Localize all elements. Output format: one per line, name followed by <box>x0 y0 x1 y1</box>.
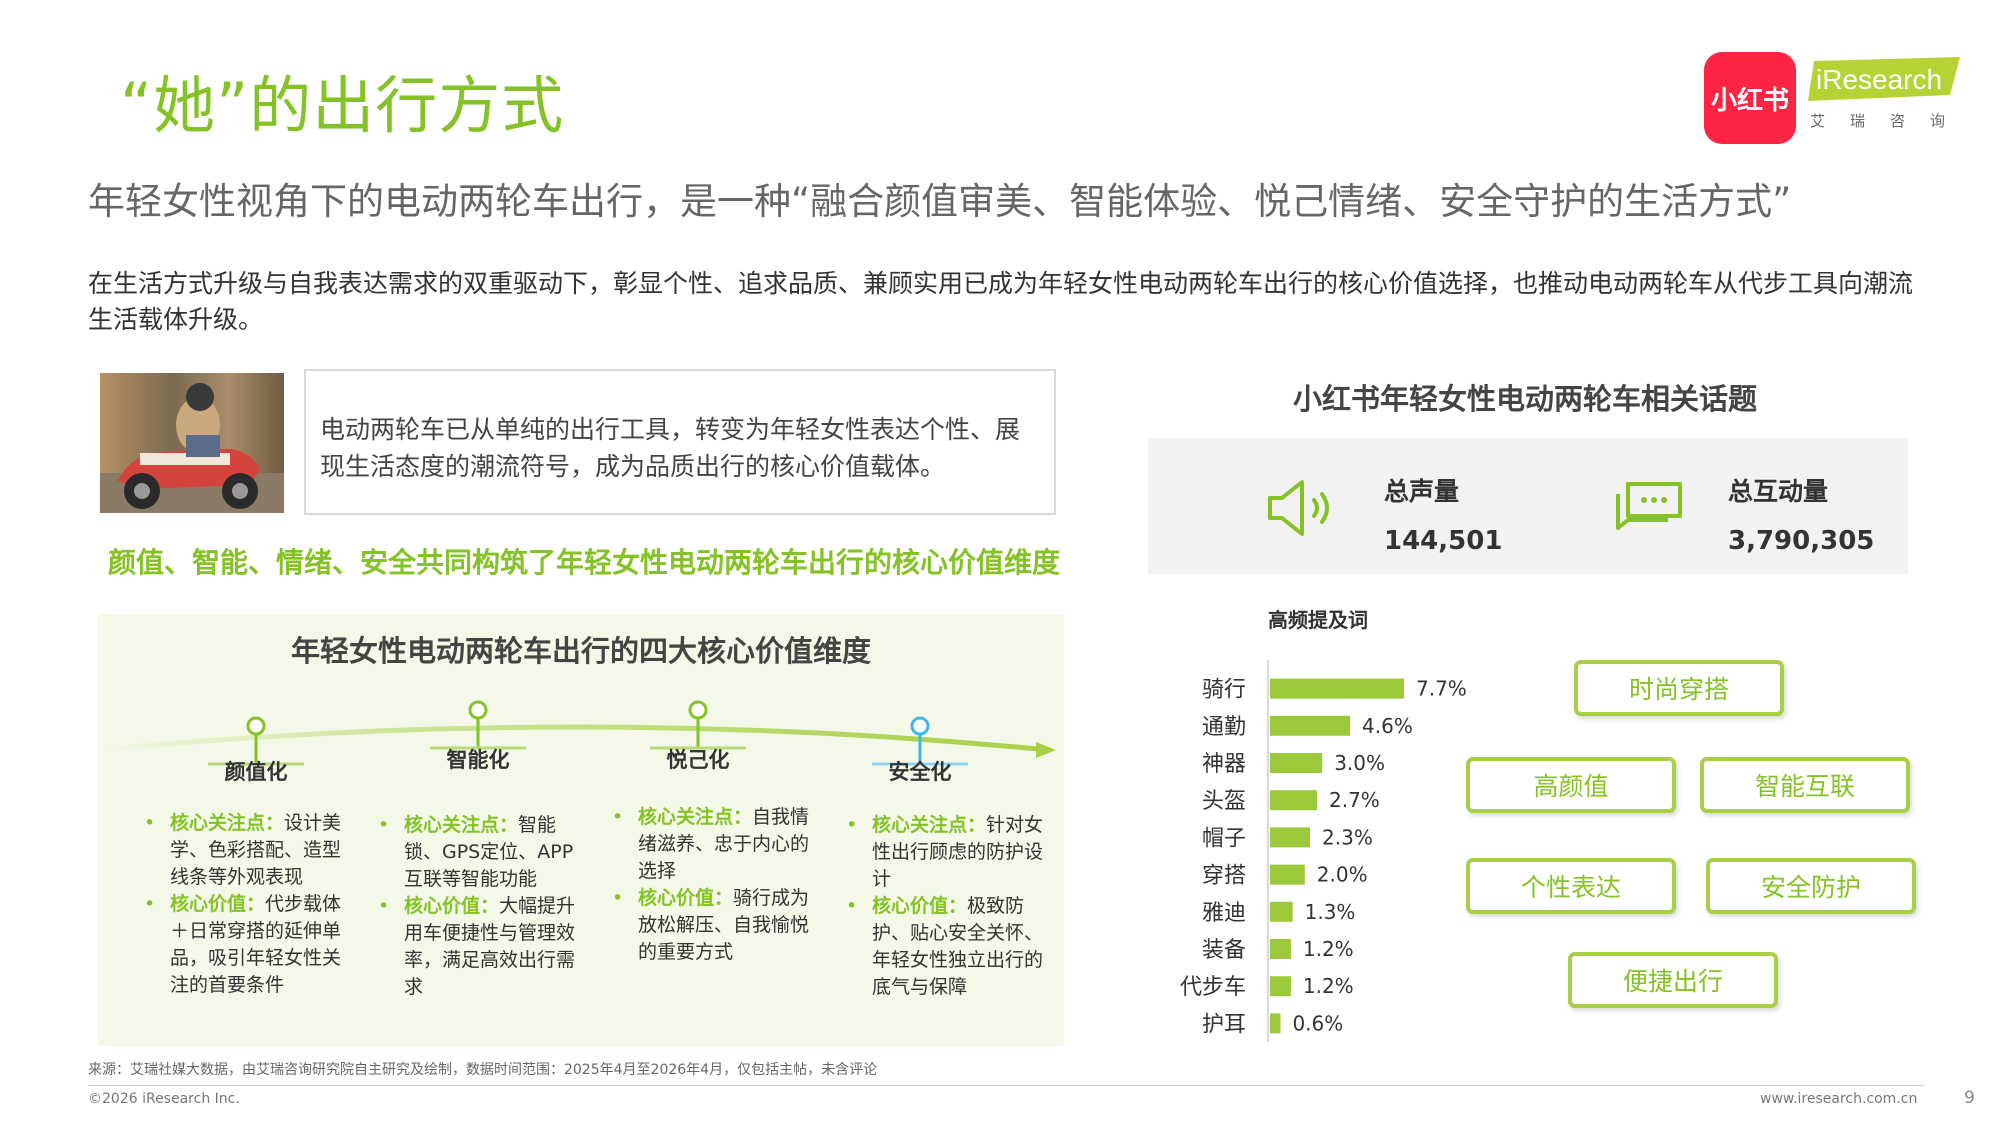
marker-1 <box>208 716 304 766</box>
bar-category-label: 神器 <box>1202 752 1246 777</box>
keywords-title: 高频提及词 <box>1268 608 1368 632</box>
bar-category-label: 通勤 <box>1202 715 1246 740</box>
bar-value-label: 1.2% <box>1303 937 1354 961</box>
dimension-label-2: 智能化 <box>446 748 510 772</box>
speaker-icon <box>1268 480 1329 536</box>
dimensions-panel-title: 年轻女性电动两轮车出行的四大核心价值维度 <box>290 634 871 668</box>
bar <box>1270 1013 1281 1034</box>
tag-convenience: 便捷出行 <box>1568 952 1778 1008</box>
marker-3 <box>650 700 746 750</box>
stat-value-interaction: 3,790,305 <box>1728 526 1875 556</box>
scooter-photo <box>100 373 284 513</box>
intro-paragraph: 在生活方式升级与自我表达需求的双重驱动下，彰显个性、追求品质、兼顾实用已成为年轻… <box>88 269 1914 334</box>
bar <box>1270 939 1291 959</box>
bar-value-label: 2.3% <box>1322 825 1373 849</box>
bar-value-label: 3.0% <box>1334 751 1385 775</box>
tag-smart-connect: 智能互联 <box>1700 757 1910 813</box>
dimensions-panel: 年轻女性电动两轮车出行的四大核心价值维度 <box>98 614 1064 1046</box>
bar-value-label: 7.7% <box>1416 677 1467 701</box>
dimension-text-2: 核心关注点：智能锁、GPS定位、APP互联等智能功能 核心价值：大幅提升用车便捷… <box>376 812 586 1001</box>
dimension-label-4: 安全化 <box>888 760 952 784</box>
keyword-bar-chart-svg: 骑行 7.7% 通勤 4.6% 神器 3.0% 头盔 2.7% 帽子 2.3% 穿搭 2.0% 雅迪 1.… <box>1180 660 1467 1042</box>
bar-category-label: 穿搭 <box>1202 864 1246 889</box>
bar <box>1270 790 1317 811</box>
bar-category-label: 雅迪 <box>1202 901 1246 926</box>
bar-value-label: 1.2% <box>1303 974 1354 998</box>
iresearch-logo: iResearch <box>1808 57 1960 101</box>
xiaohongshu-logo: 小红书 <box>1704 52 1796 144</box>
chat-icon <box>1616 482 1682 530</box>
bar <box>1270 827 1311 848</box>
bar-value-label: 0.6% <box>1292 1011 1343 1035</box>
tag-safety: 安全防护 <box>1706 858 1916 914</box>
dimension-text-3: 核心关注点：自我情绪滋养、忠于内心的选择 核心价值：骑行成为放松解压、自我愉悦的… <box>610 804 820 966</box>
stat-value-volume: 144,501 <box>1384 526 1503 556</box>
stats-box: 总声量 144,501 总互动量 3,790,305 <box>1148 438 1908 574</box>
stat-label-interaction: 总互动量 <box>1728 477 1829 506</box>
page-subtitle: 年轻女性视角下的电动两轮车出行，是一种“融合颜值审美、智能体验、悦己情绪、安全守… <box>88 180 1792 223</box>
bar <box>1270 715 1351 736</box>
website-link[interactable]: www.iresearch.com.cn <box>1760 1091 1918 1107</box>
bar-value-label: 4.6% <box>1362 714 1413 738</box>
keyword-bar-chart: 骑行 7.7% 通勤 4.6% 神器 3.0% 头盔 2.7% 帽子 2.3% 穿搭 2.0% 雅迪 1.… <box>1168 660 1508 1050</box>
footer-divider <box>88 1085 1924 1086</box>
bar <box>1270 976 1291 997</box>
quote-box: 电动两轮车已从单纯的出行工具，转变为年轻女性表达个性、展现生活态度的潮流符号，成… <box>304 369 1056 515</box>
dimension-label-3: 悦己化 <box>666 748 730 772</box>
tag-good-looks: 高颜值 <box>1466 757 1676 813</box>
tag-fashion: 时尚穿搭 <box>1574 660 1784 716</box>
quote-text: 电动两轮车已从单纯的出行工具，转变为年轻女性表达个性、展现生活态度的潮流符号，成… <box>320 415 1021 481</box>
dimension-label-1: 颜值化 <box>224 760 288 784</box>
bar-category-label: 头盔 <box>1202 789 1246 814</box>
bar-category-label: 装备 <box>1202 938 1246 963</box>
marker-2 <box>430 700 526 750</box>
svg-text:iResearch: iResearch <box>1816 64 1942 95</box>
marker-4 <box>872 716 968 766</box>
bar-value-label: 2.7% <box>1329 788 1380 812</box>
bar-category-label: 帽子 <box>1202 826 1246 851</box>
bar <box>1270 864 1305 885</box>
bar-value-label: 1.3% <box>1305 900 1356 924</box>
section-heading: 颜值、智能、情绪、安全共同构筑了年轻女性电动两轮车出行的核心价值维度 <box>108 546 1061 579</box>
iresearch-cn-logo: 艾瑞咨询 <box>1810 112 1971 130</box>
bar-category-label: 护耳 <box>1202 1012 1246 1037</box>
tag-self-expression: 个性表达 <box>1466 858 1676 914</box>
bar-category-label: 骑行 <box>1202 678 1246 703</box>
dimension-text-1: 核心关注点：设计美学、色彩搭配、造型线条等外观表现 核心价值：代步载体＋日常穿搭… <box>142 810 352 999</box>
bar-value-label: 2.0% <box>1317 863 1368 887</box>
bar <box>1270 753 1323 773</box>
dimension-text-4: 核心关注点：针对女性出行顾虑的防护设计 核心价值：极致防护、贴心安全关怀、年轻女… <box>844 812 1054 1001</box>
bar <box>1270 901 1293 922</box>
copyright: ©2026 iResearch Inc. <box>88 1091 240 1107</box>
bar <box>1270 678 1404 699</box>
timeline-curve <box>98 700 1056 766</box>
source-note: 来源：艾瑞社媒大数据，由艾瑞咨询研究院自主研究及绘制，数据时间范围：2025年4… <box>88 1062 878 1078</box>
stat-label-volume: 总声量 <box>1384 477 1460 506</box>
topics-title: 小红书年轻女性电动两轮车相关话题 <box>1292 382 1757 416</box>
page-title: “她”的出行方式 <box>120 69 565 142</box>
bar-category-label: 代步车 <box>1180 975 1246 1000</box>
page-number: 9 <box>1964 1088 1975 1108</box>
